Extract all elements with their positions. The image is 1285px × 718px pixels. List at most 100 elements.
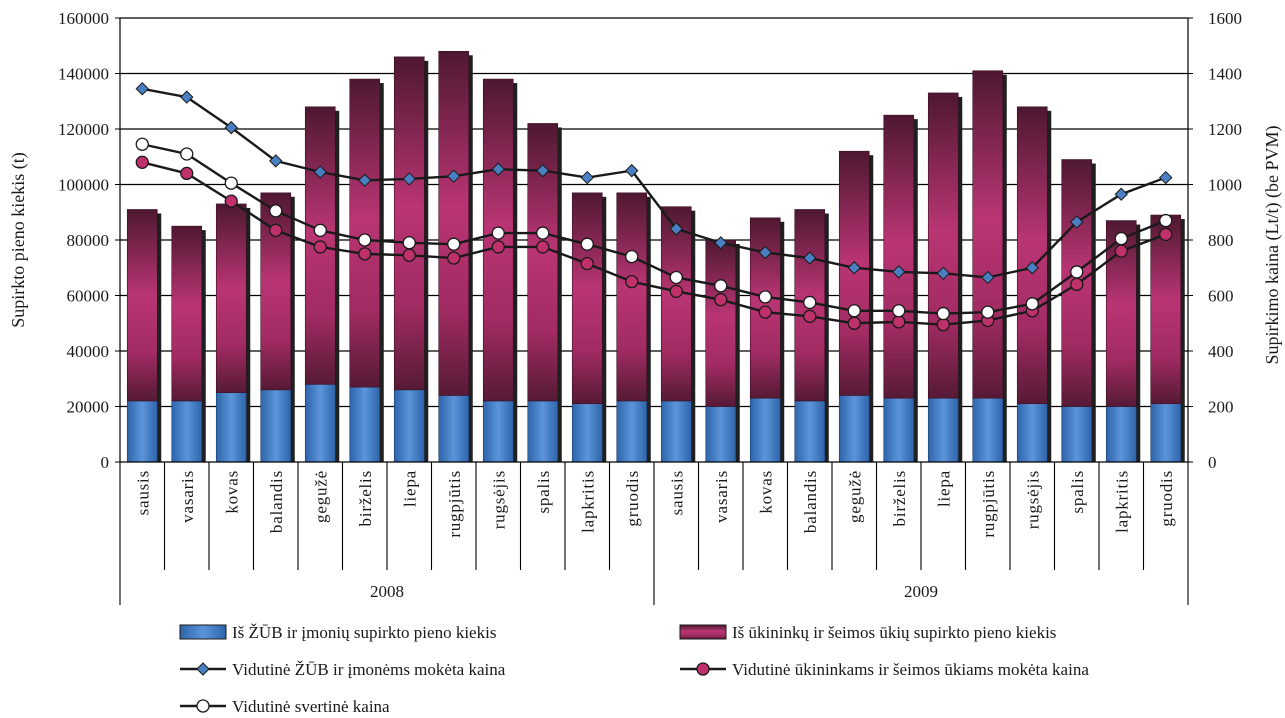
category-label-24: gruodis	[1157, 470, 1176, 527]
left-tick-label: 20000	[67, 398, 110, 417]
point-series-4-14	[714, 279, 728, 293]
right-tick-label: 1400	[1208, 65, 1242, 84]
left-tick-label: 40000	[67, 342, 110, 361]
point-series-2-2	[180, 90, 194, 104]
point-series-4-8	[447, 237, 461, 251]
point-series-3-7	[402, 248, 416, 262]
legend-item-4: Vidutinė svertinė kaina	[180, 697, 390, 716]
bar-zub-20	[972, 397, 1004, 463]
point-series-4-10	[536, 226, 550, 240]
right-tick-label: 1200	[1208, 120, 1242, 139]
category-label-8: rugpjūtis	[445, 470, 464, 538]
category-label-9: rugsėjis	[489, 470, 508, 529]
point-series-3-1	[135, 155, 149, 169]
legend: Iš ŽŪB ir įmonių supirkto pieno kiekis Iš…	[179, 623, 1089, 716]
category-label-17: gegužė	[845, 470, 864, 523]
point-series-3-4	[269, 223, 283, 237]
line-series-3	[141, 161, 1167, 326]
category-label-13: sausis	[667, 470, 686, 515]
point-series-4-6	[358, 233, 372, 247]
point-series-2-10	[536, 163, 550, 178]
point-series-3-3	[224, 194, 238, 208]
point-series-2-12	[625, 163, 639, 178]
point-series-3-18	[892, 315, 906, 329]
point-series-4-21	[1025, 297, 1039, 311]
point-series-3-19	[936, 317, 950, 332]
point-series-2-13	[669, 222, 683, 236]
y-axis-title: Supirkto pieno kiekis (t)	[8, 152, 29, 327]
bar-zub-10	[527, 400, 559, 463]
bar-ukininku-20	[972, 70, 1004, 399]
legend-item-1: Iš ūkininkų ir šeimos ūkių supirkto pien…	[679, 623, 1056, 642]
category-label-1: sausis	[133, 470, 152, 515]
point-series-2-19	[936, 266, 950, 281]
point-series-3-15	[758, 305, 772, 319]
bar-zub-15	[749, 397, 781, 463]
legend-item-0: Iš ŽŪB ir įmonių supirkto pieno kiekis	[179, 623, 496, 642]
point-series-3-8	[447, 251, 461, 265]
bar-zub-23	[1105, 406, 1137, 463]
legend-swatch	[179, 624, 227, 640]
point-series-4-3	[224, 176, 238, 190]
legend-item-2: Vidutinė ŽŪB ir įmonėms mokėta kaina	[180, 660, 506, 679]
category-label-16: balandis	[801, 470, 820, 533]
bar-ukininku-21	[1016, 106, 1048, 405]
point-series-2-11	[580, 170, 594, 185]
category-label-7: liepa	[400, 470, 419, 507]
category-label-21: rugsėjis	[1023, 470, 1042, 529]
point-series-3-13	[669, 284, 683, 298]
point-series-3-14	[714, 293, 728, 307]
category-label-2: vasaris	[178, 470, 197, 523]
bar-zub-22	[1061, 406, 1093, 463]
right-tick-label: 800	[1208, 231, 1234, 250]
point-series-4-2	[180, 147, 194, 161]
point-series-2-21	[1025, 261, 1039, 275]
bar-ukininku-3	[215, 203, 247, 393]
category-label-11: lapkritis	[578, 470, 597, 533]
point-series-3-16	[803, 309, 817, 323]
bar-ukininku-24	[1150, 214, 1182, 405]
point-series-2-17	[847, 261, 861, 275]
legend-label: Vidutinė ŽŪB ir įmonėms mokėta kaina	[232, 660, 506, 679]
point-series-4-18	[892, 304, 906, 318]
category-label-14: vasaris	[712, 470, 731, 523]
bar-ukininku-5	[304, 106, 336, 385]
point-series-2-6	[358, 173, 372, 188]
bar-ukininku-6	[349, 78, 381, 388]
bar-ukininku-11	[571, 192, 603, 405]
right-tick-label: 200	[1208, 398, 1234, 417]
left-tick-label: 80000	[67, 231, 110, 250]
point-series-2-22	[1070, 215, 1084, 229]
point-series-3-9	[491, 240, 505, 254]
point-series-2-9	[491, 162, 505, 176]
left-tick-label: 140000	[58, 65, 109, 84]
point-series-2-16	[803, 251, 817, 265]
point-series-4-22	[1070, 265, 1084, 279]
category-label-3: kovas	[222, 470, 241, 514]
point-series-3-11	[580, 256, 594, 271]
right-tick-label: 0	[1208, 453, 1217, 472]
point-series-2-7	[402, 172, 416, 186]
point-series-4-9	[491, 226, 505, 240]
grid-lines	[120, 72, 1188, 408]
point-series-2-15	[758, 245, 772, 260]
bar-ukininku-19	[927, 92, 959, 399]
legend-marker	[196, 662, 210, 676]
y2-axis-title: Supirkimo kaina (Lt/t) (be PVM)	[1262, 126, 1283, 365]
point-series-2-8	[447, 169, 461, 183]
bars	[126, 50, 1185, 463]
bar-zub-3	[215, 392, 247, 463]
legend-marker	[696, 662, 710, 676]
bar-zub-7	[393, 389, 425, 463]
category-label-19: liepa	[934, 470, 953, 507]
bar-zub-18	[883, 397, 915, 463]
point-series-4-24	[1159, 213, 1173, 228]
right-tick-label: 1000	[1208, 176, 1242, 195]
bar-zub-5	[304, 383, 336, 463]
point-series-4-12	[625, 249, 639, 264]
bar-zub-16	[794, 400, 826, 463]
point-series-3-12	[625, 274, 639, 289]
line-series-2	[142, 87, 1167, 279]
bar-zub-8	[438, 395, 470, 463]
